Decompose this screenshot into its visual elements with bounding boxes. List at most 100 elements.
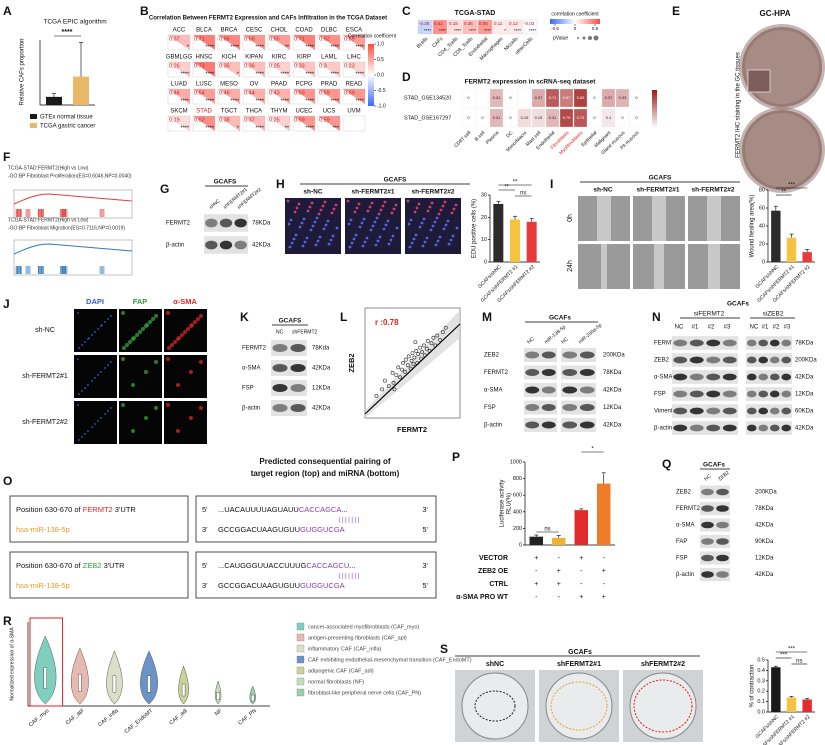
wound-gap: [654, 244, 664, 289]
box: [195, 551, 437, 599]
blot-band: [758, 390, 769, 398]
signal: [97, 374, 99, 376]
seq: ...: [341, 505, 347, 514]
cell-half: [342, 61, 366, 78]
blot-band: [781, 407, 792, 415]
lane-label: #2: [773, 325, 780, 331]
blot-band: [219, 240, 233, 250]
cell-dot: [308, 205, 312, 209]
value-label: 0: [481, 115, 484, 120]
blot-strip: [672, 336, 738, 350]
value-label: 0.33: [619, 95, 628, 100]
value-label: 0.26: [169, 63, 180, 69]
cell-dot: [301, 244, 305, 248]
panel-letter: J: [3, 297, 10, 311]
heat-cell: [531, 88, 546, 108]
signal: [107, 364, 109, 366]
cell-half: [192, 61, 216, 78]
blot-band: [722, 356, 737, 364]
y-tick-label: 0: [519, 542, 522, 548]
value-label: 0.25: [269, 63, 280, 69]
column-label: DC: [505, 130, 515, 140]
point: [414, 348, 419, 353]
blot-band: [706, 356, 721, 364]
blot-band: [541, 404, 556, 411]
heat-cell: [503, 88, 518, 108]
cancer-label: KIRC: [272, 55, 287, 61]
signal: [110, 361, 112, 363]
cell-dot: [352, 237, 356, 241]
value-label: 0: [635, 115, 638, 120]
cell-half: [292, 88, 316, 105]
colorbar-label: 0.5: [377, 57, 384, 63]
cell-half: [267, 61, 291, 78]
point: [420, 350, 424, 354]
signal: [166, 357, 170, 361]
cell-dot: [425, 236, 429, 240]
box-plot: [147, 675, 151, 693]
protein-label: FERMT2: [484, 370, 509, 376]
significance: ****: [355, 98, 364, 104]
y-axis-label: Wound healing area(%): [750, 195, 756, 258]
error-bar: [534, 534, 539, 537]
cancer-label: STAD: [196, 109, 212, 115]
lane-label: NC: [675, 325, 684, 331]
x-tick-label: CAF_apl: [65, 708, 85, 726]
blot-band: [525, 351, 540, 359]
panel-letter: N: [652, 310, 661, 324]
column-label: Bcells: [416, 36, 430, 50]
cell-dot: [437, 212, 441, 216]
value-label: 0: [593, 95, 596, 100]
cell-half: [192, 34, 216, 51]
mirna-seq: GCCGGACUAAGUGUUGUGGUCGA: [218, 525, 345, 534]
cancer-label: KIRP: [297, 55, 311, 61]
significance: ****: [424, 28, 431, 33]
protein-label: α-SMA: [676, 523, 694, 529]
signal: [144, 416, 148, 420]
condition-sign: +: [534, 581, 538, 588]
blot-band: [579, 351, 595, 359]
cell-dot: [354, 233, 358, 237]
blot-band: [769, 407, 780, 415]
wound-gap: [601, 244, 607, 289]
blot-band: [272, 364, 288, 372]
group-label: sh-FERMT2#1: [352, 189, 395, 196]
point: [410, 351, 415, 356]
heat-cell: [475, 108, 490, 128]
cell-dot: [324, 223, 328, 227]
point: [435, 333, 440, 338]
cell-dot: [348, 245, 352, 249]
blot-band: [272, 404, 288, 412]
cell-dot: [289, 218, 293, 222]
panel-letter: P: [452, 450, 460, 464]
cell-dot: [443, 200, 447, 204]
utr-prefix: Position 630-670 of: [16, 505, 83, 514]
blot-band: [525, 386, 540, 394]
condition-sign: -: [603, 555, 606, 562]
gel-contour: [550, 681, 608, 731]
significance: *: [237, 125, 240, 131]
blot-band: [722, 407, 737, 415]
cell-half: [292, 115, 316, 132]
lane-label: NC: [560, 336, 570, 345]
significance: ****: [305, 71, 314, 77]
value-label: 0.37: [169, 36, 180, 42]
signal: [154, 360, 158, 364]
panel-letter: G: [160, 182, 169, 196]
value-label: -0.28: [419, 21, 430, 26]
gel-contour: [474, 690, 516, 722]
signal: [128, 340, 132, 344]
value-label: 0.55: [269, 36, 280, 42]
heat-cell: [517, 88, 532, 108]
cancer-label: UCEC: [295, 109, 313, 115]
y-tick-label: 400: [513, 509, 522, 515]
legend-swatch: [296, 633, 305, 642]
strand-end: 5': [422, 525, 428, 534]
significance: ****: [205, 125, 214, 131]
cell-dot: [353, 210, 357, 214]
value-label: 0.1: [606, 115, 612, 120]
group-label: siFERMT2: [694, 311, 725, 318]
significance: ****: [205, 44, 214, 50]
lane-label: #1: [692, 325, 699, 331]
value-label: 0.31: [493, 115, 502, 120]
